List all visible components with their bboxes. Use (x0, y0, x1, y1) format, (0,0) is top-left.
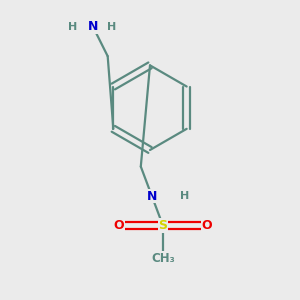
Text: H: H (68, 22, 77, 32)
Text: O: O (202, 219, 212, 232)
Text: CH₃: CH₃ (151, 252, 175, 265)
Text: O: O (113, 219, 124, 232)
Text: H: H (107, 22, 117, 32)
Text: N: N (147, 190, 157, 202)
Text: N: N (88, 20, 98, 33)
Text: S: S (158, 219, 167, 232)
Text: H: H (180, 191, 190, 201)
